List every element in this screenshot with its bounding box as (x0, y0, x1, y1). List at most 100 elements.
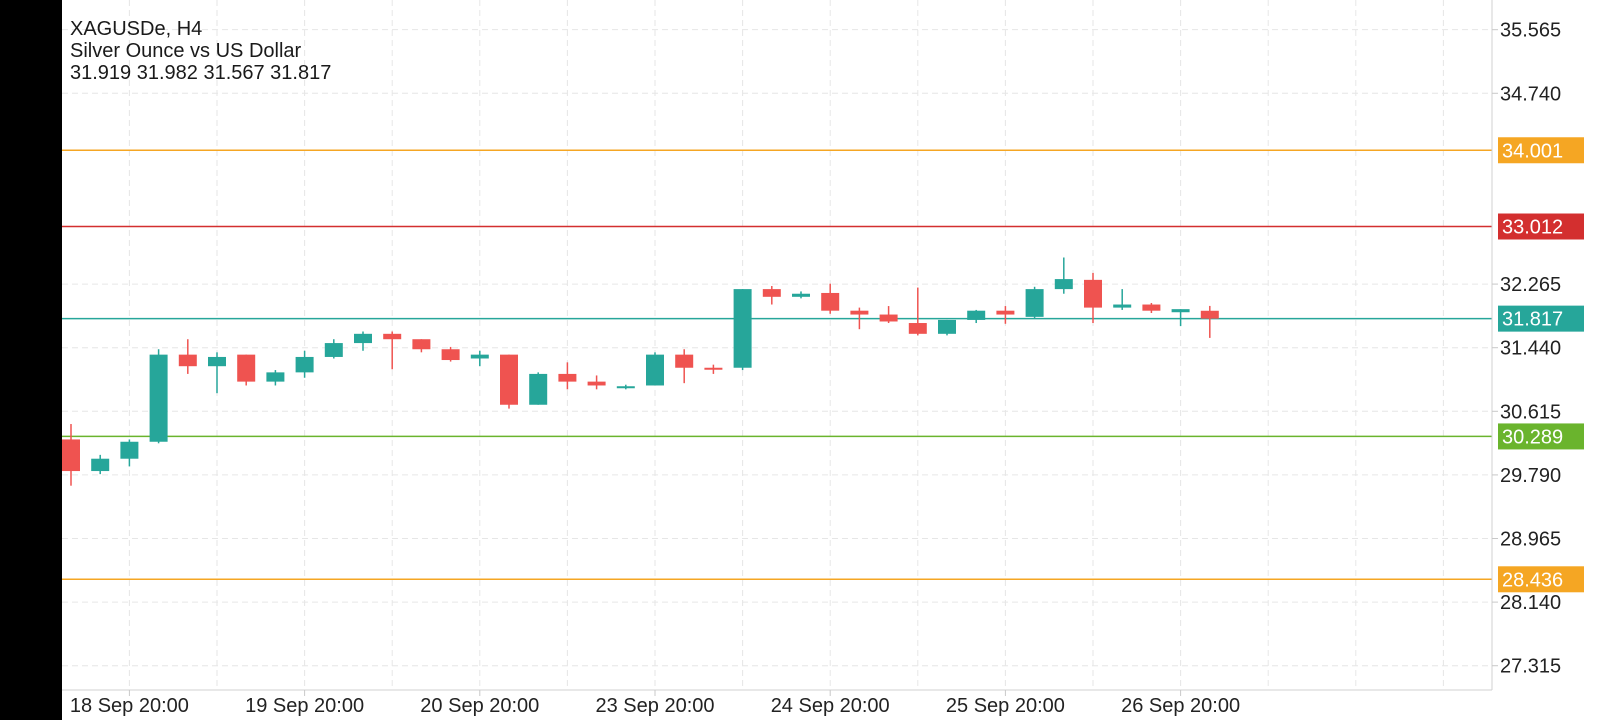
symbol-description: Silver Ounce vs US Dollar (70, 40, 302, 62)
candle[interactable] (558, 362, 577, 390)
level-label-text: 34.001 (1502, 140, 1563, 162)
candle[interactable] (470, 350, 489, 367)
level-label-box (1498, 305, 1584, 332)
candle[interactable] (938, 319, 956, 336)
symbol-timeframe: XAGUSDe, H4 (70, 18, 203, 40)
candle-body (412, 339, 431, 350)
level-label-box (1498, 566, 1584, 593)
candle[interactable] (295, 350, 314, 378)
chart-grid (62, 0, 1492, 690)
candle[interactable] (967, 309, 986, 324)
price-tick-label: 35.565 (1500, 20, 1561, 42)
candle[interactable] (821, 283, 840, 314)
level-label-box (1498, 423, 1584, 450)
chart-header: XAGUSDe, H4 Silver Ounce vs US Dollar 31… (70, 18, 331, 84)
time-tick-label: 19 Sep 20:00 (245, 695, 364, 717)
candle-body (529, 373, 548, 405)
level-label-box (1498, 137, 1584, 164)
candle-body (120, 441, 139, 459)
candle[interactable] (208, 352, 226, 394)
candle[interactable] (762, 286, 781, 305)
candle[interactable] (792, 291, 810, 299)
price-tick-label: 30.615 (1500, 401, 1561, 423)
candle[interactable] (908, 287, 927, 336)
candle-body (996, 310, 1015, 315)
candle[interactable] (237, 354, 256, 386)
candle[interactable] (383, 331, 402, 370)
candle[interactable] (412, 339, 431, 353)
level-label-box (1498, 213, 1584, 240)
candle[interactable] (733, 289, 752, 371)
level-label-text: 33.012 (1502, 217, 1563, 239)
candle[interactable] (500, 354, 518, 409)
candle-body (1113, 304, 1132, 308)
time-tick-label: 26 Sep 20:00 (1121, 695, 1240, 717)
candle-body (646, 354, 664, 386)
price-axis: 35.565 34.740 32.265 31.440 30.615 29.790 28.9… (1492, 20, 1561, 678)
time-tick-label: 18 Sep 20:00 (70, 695, 189, 717)
candle-body (850, 310, 869, 315)
candle[interactable] (1200, 305, 1219, 338)
candle-body (149, 354, 168, 442)
candle-body (967, 310, 986, 320)
ohlc-values: 31.919 31.982 31.567 31.817 (70, 62, 332, 84)
time-tick-label: 25 Sep 20:00 (946, 695, 1065, 717)
candle[interactable] (266, 370, 285, 386)
candle[interactable] (616, 384, 635, 390)
candle-body (266, 372, 285, 382)
level-label-text: 31.817 (1502, 309, 1563, 331)
candle[interactable] (879, 306, 898, 324)
price-tick-label: 34.740 (1500, 83, 1561, 105)
price-tick-label: 29.790 (1500, 465, 1561, 487)
candle-body (1171, 309, 1190, 313)
candle[interactable] (91, 454, 110, 475)
time-tick-label: 23 Sep 20:00 (596, 695, 715, 717)
candle-body (938, 319, 956, 334)
candle[interactable] (1084, 272, 1102, 324)
candle[interactable] (850, 307, 869, 330)
candle-body (1025, 289, 1044, 317)
candle-series (62, 257, 1219, 486)
left-screen-edge (0, 0, 62, 720)
candle[interactable] (149, 349, 168, 444)
candle-body (324, 343, 343, 357)
candle[interactable] (441, 346, 460, 362)
candle[interactable] (1025, 286, 1044, 319)
level-label-text: 28.436 (1502, 569, 1563, 591)
candle-body (821, 292, 840, 311)
candle[interactable] (178, 339, 197, 374)
candle-body (704, 367, 723, 370)
candle-body (587, 381, 606, 386)
level-price-labels: 34.001 33.012 31.817 30.289 28.436 (1498, 137, 1584, 593)
candle-body (1142, 304, 1161, 311)
time-axis: 18 Sep 20:00 19 Sep 20:00 20 Sep 20:00 23 S… (70, 690, 1240, 717)
candle[interactable] (675, 349, 694, 384)
candle[interactable] (996, 306, 1015, 324)
candle-body (733, 289, 752, 368)
candle[interactable] (354, 331, 372, 351)
candle[interactable] (120, 439, 139, 467)
candle-body (1084, 279, 1102, 308)
candle[interactable] (1142, 302, 1161, 314)
candle[interactable] (587, 375, 606, 390)
candle-body (470, 354, 489, 359)
candle[interactable] (324, 339, 343, 359)
candle-body (908, 323, 927, 334)
candle[interactable] (529, 372, 548, 405)
candle[interactable] (704, 364, 723, 374)
candle[interactable] (1113, 289, 1132, 310)
candle-body (675, 354, 694, 368)
candle-body (500, 354, 518, 405)
candle[interactable] (646, 352, 664, 386)
candle[interactable] (1054, 257, 1073, 294)
candle-body (91, 458, 110, 472)
candle[interactable] (62, 424, 80, 486)
candle-body (208, 356, 226, 367)
price-tick-label: 31.440 (1500, 338, 1561, 360)
candle-body (1200, 310, 1219, 319)
candle-body (879, 314, 898, 322)
candle-body (178, 354, 197, 367)
candle-body (616, 386, 635, 389)
candle[interactable] (1171, 309, 1190, 327)
